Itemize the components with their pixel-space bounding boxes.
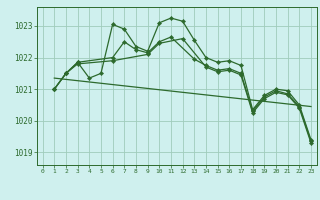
Text: Graphe pression niveau de la mer (hPa): Graphe pression niveau de la mer (hPa): [58, 185, 262, 194]
